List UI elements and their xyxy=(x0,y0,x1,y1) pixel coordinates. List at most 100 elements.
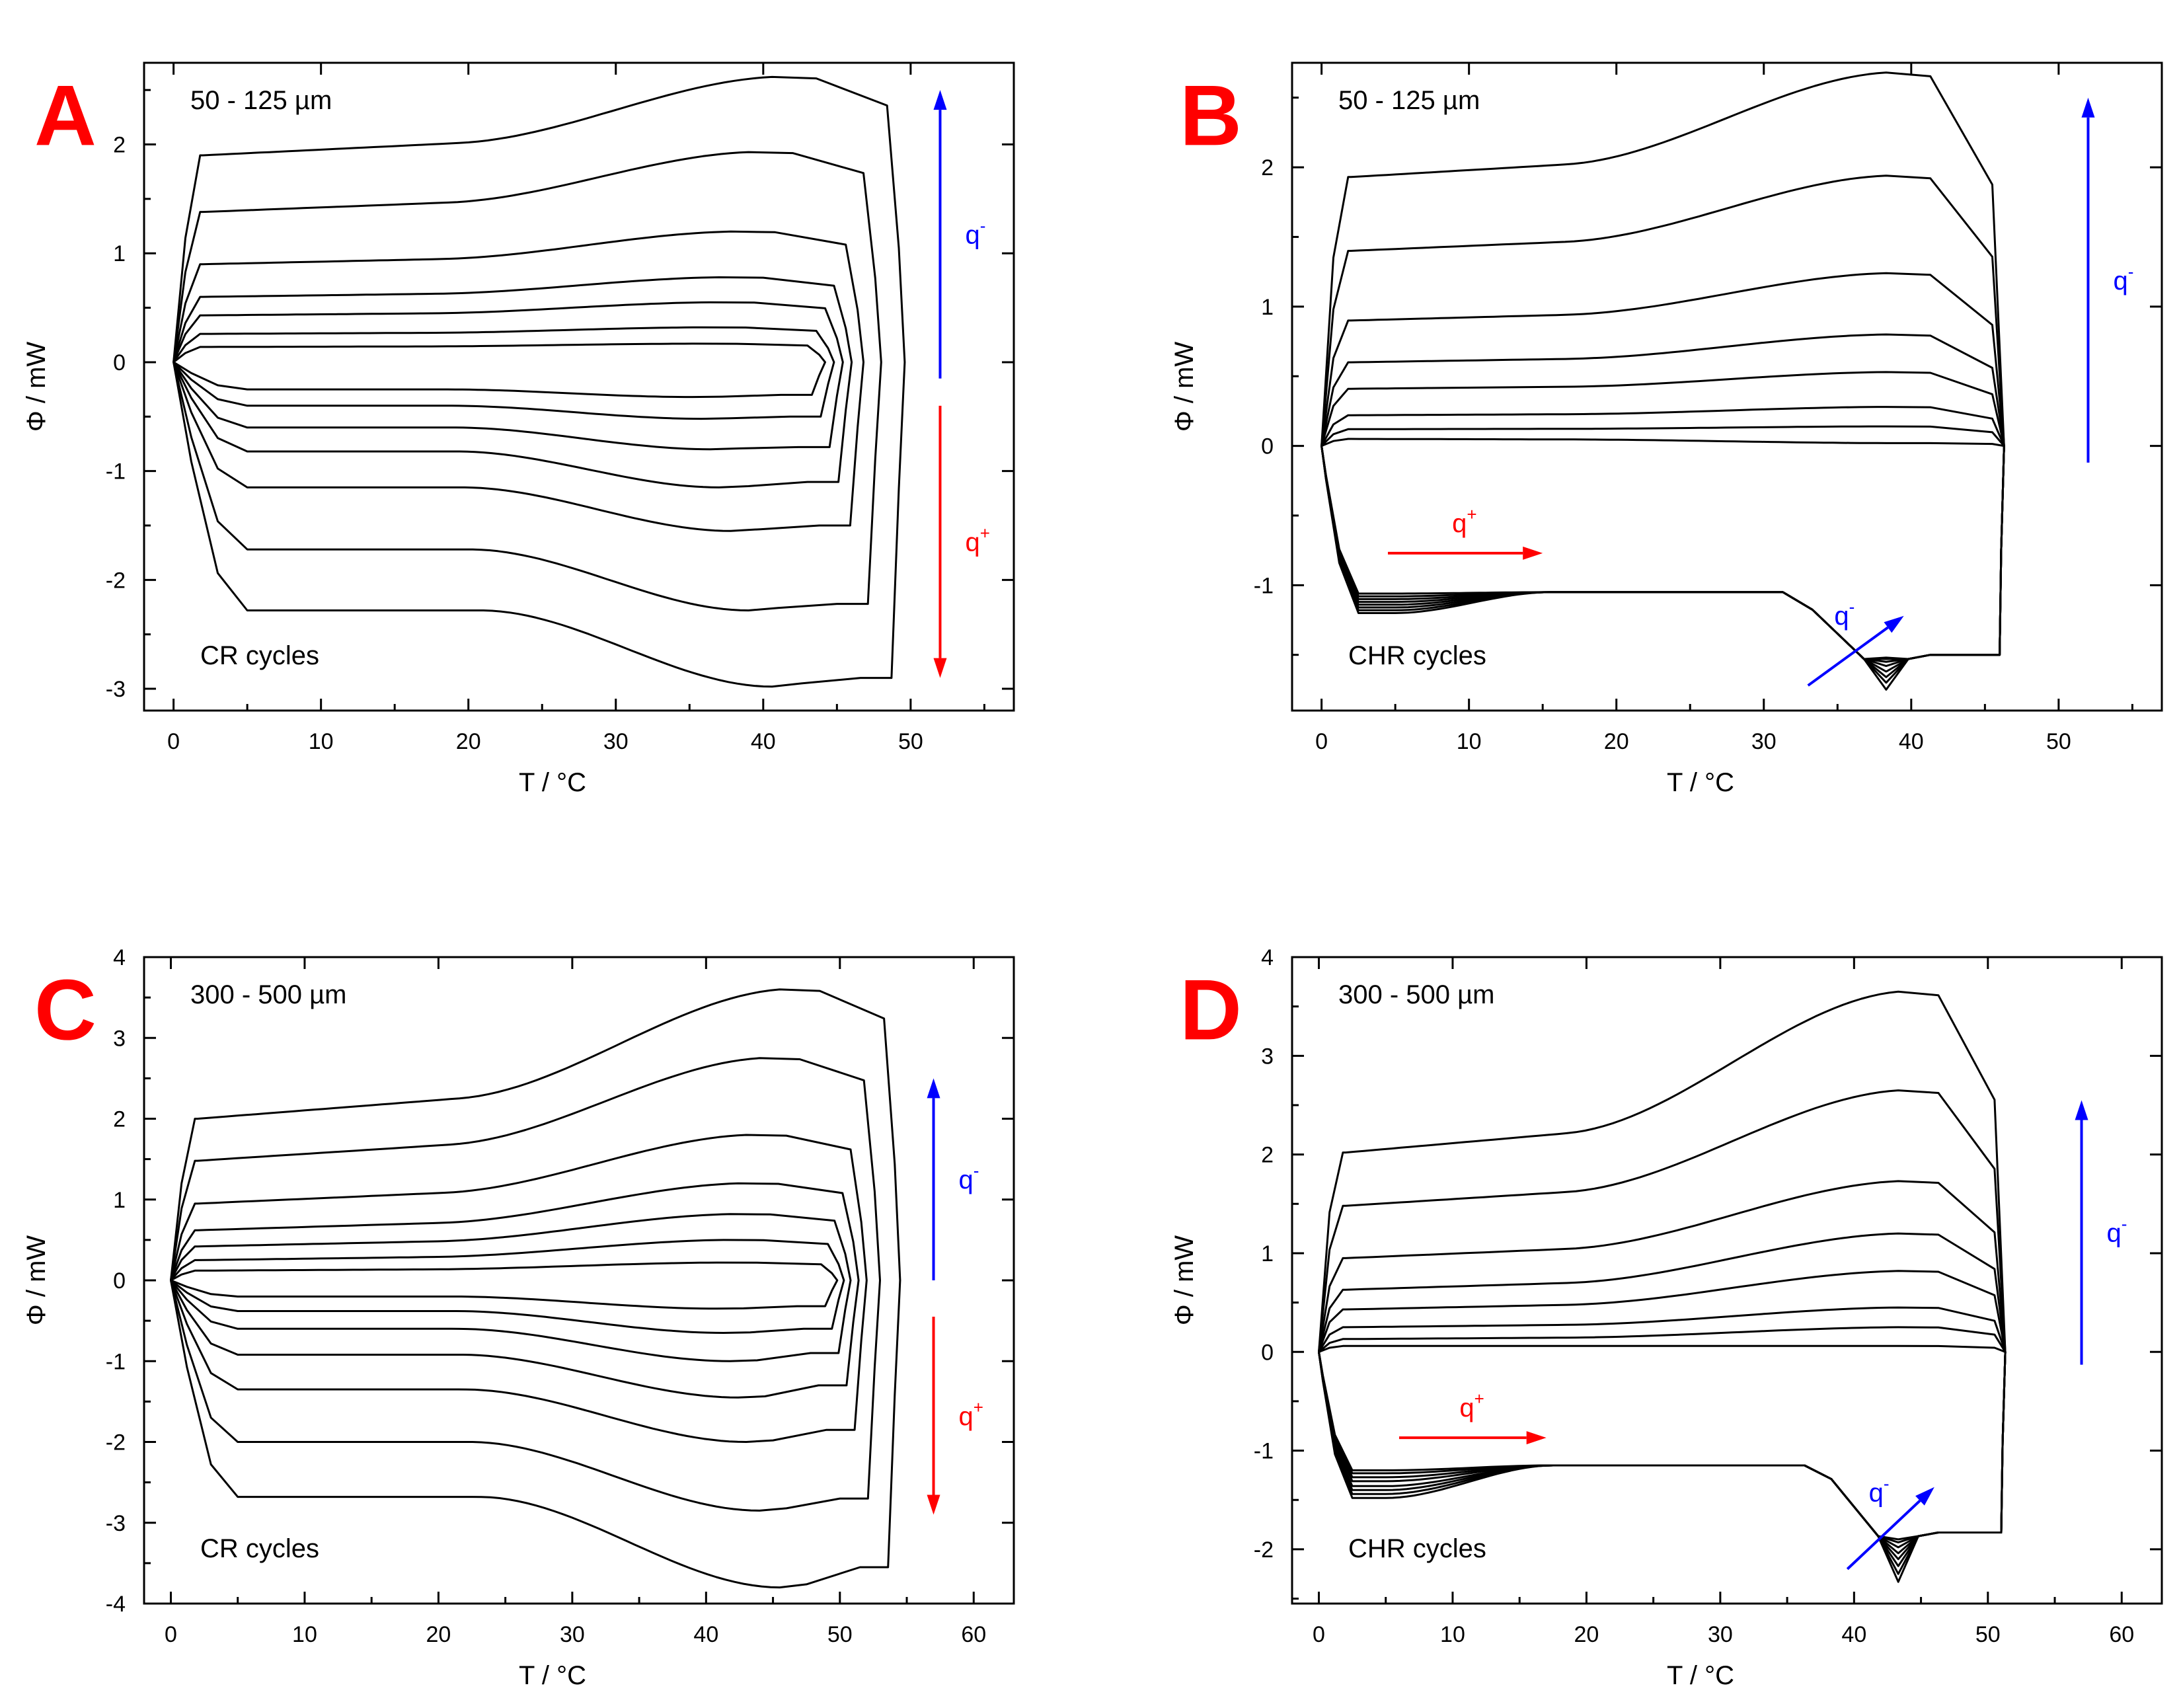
y-tick-label: -1 xyxy=(1254,1439,1274,1464)
arrow-label-q: q xyxy=(1459,1393,1474,1422)
x-tick-label: 30 xyxy=(560,1622,585,1647)
panel-letter: D xyxy=(1180,961,1242,1058)
arrow-label-q: q xyxy=(1834,602,1849,631)
cycle-curve-5 xyxy=(1320,371,2005,668)
x-axis-label: T / °C xyxy=(519,768,586,797)
x-axis-label: T / °C xyxy=(1667,768,1734,797)
cycle-curve-3 xyxy=(1320,272,2005,678)
cycle-curve-5 xyxy=(170,1213,852,1362)
arrow-head xyxy=(933,90,947,110)
x-tick-label: 40 xyxy=(693,1622,718,1647)
plot-frame xyxy=(1291,61,2163,712)
arrow-q-minus: q- xyxy=(2081,97,2134,463)
panel-letter: C xyxy=(34,961,96,1058)
arrow-label-q: q xyxy=(965,220,979,249)
arrow-head xyxy=(1884,615,1904,633)
y-tick-label: 4 xyxy=(1261,945,1274,970)
y-tick-label: -1 xyxy=(106,459,126,485)
y-tick-label: 0 xyxy=(113,350,126,375)
cycle-curve-1 xyxy=(170,988,901,1589)
cycle-curve-6 xyxy=(1318,1306,2007,1549)
cycle-mode-label: CR cycles xyxy=(200,641,319,670)
x-tick-label: 0 xyxy=(1315,729,1328,754)
cycle-curve-4 xyxy=(1320,333,2005,673)
y-tick-label: -2 xyxy=(106,568,126,593)
cycle-curve-6 xyxy=(172,326,835,420)
x-tick-label: 10 xyxy=(309,729,334,754)
cycle-curve-8 xyxy=(1318,1344,2007,1541)
x-tick-label: 50 xyxy=(898,729,923,754)
x-tick-label: 60 xyxy=(2109,1622,2134,1647)
x-tick-label: 60 xyxy=(961,1622,986,1647)
cycle-curve-4 xyxy=(1318,1232,2007,1561)
arrow-label-sign: - xyxy=(2128,262,2134,282)
arrow-label-q: q xyxy=(2107,1219,2122,1248)
curves xyxy=(172,75,906,688)
arrow-label-q: q xyxy=(1452,509,1467,538)
y-tick-label: -3 xyxy=(106,1511,126,1536)
cycle-curve-3 xyxy=(172,230,864,532)
y-axis-label: Φ / mW xyxy=(22,342,51,432)
curves xyxy=(170,988,901,1589)
cycle-mode-label: CHR cycles xyxy=(1348,641,1486,670)
x-tick-label: 0 xyxy=(167,729,180,754)
y-tick-label: 1 xyxy=(1261,295,1274,320)
plot-frame xyxy=(143,956,1015,1605)
cycle-curve-6 xyxy=(170,1239,845,1334)
y-tick-label: 0 xyxy=(113,1268,126,1294)
cycle-curve-3 xyxy=(170,1134,868,1443)
arrow-label-sign: - xyxy=(2122,1214,2127,1234)
cycle-curve-4 xyxy=(170,1182,860,1399)
x-tick-label: 40 xyxy=(1841,1622,1866,1647)
cycle-curve-7 xyxy=(1320,425,2005,660)
sample-size-label: 50 - 125 µm xyxy=(190,86,332,115)
arrow-label-q: q xyxy=(959,1165,974,1194)
arrow-label: q- xyxy=(965,215,985,249)
arrow-shaft xyxy=(1846,1499,1921,1571)
arrow-head xyxy=(927,1078,940,1099)
sample-size-label: 300 - 500 µm xyxy=(1338,980,1495,1009)
x-tick-label: 20 xyxy=(1604,729,1629,754)
x-tick-label: 20 xyxy=(1574,1622,1599,1647)
arrow-label-sign: - xyxy=(974,1161,979,1181)
panel-b: B 0 10 20 30 40 50 -1 0 1 2 T / °C Φ / mW 50 - 125 µm… xyxy=(1170,61,2163,797)
arrow-label-sign: - xyxy=(1884,1474,1890,1494)
cycle-curve-2 xyxy=(1318,1089,2007,1575)
arrow-q-minus: q- xyxy=(2075,1100,2127,1365)
y-tick-label: 0 xyxy=(1261,434,1274,459)
cycle-curve-5 xyxy=(172,301,844,451)
cycle-curve-8 xyxy=(1320,438,2005,660)
cycle-mode-label: CHR cycles xyxy=(1348,1534,1486,1563)
arrow-q-plus: q+ xyxy=(933,405,990,678)
y-tick-label: -1 xyxy=(1254,573,1274,598)
y-tick-label: -2 xyxy=(1254,1537,1274,1563)
arrow-q-minus: q- xyxy=(933,90,985,379)
cycle-curve-7 xyxy=(170,1261,839,1310)
arrow-q-minus: q- xyxy=(927,1078,979,1280)
y-tick-label: -1 xyxy=(106,1349,126,1374)
cycle-curve-4 xyxy=(172,276,853,488)
y-tick-label: -3 xyxy=(106,677,126,702)
x-tick-label: 30 xyxy=(603,729,629,754)
arrow-q-plus: q+ xyxy=(1387,504,1543,560)
arrow-label: q- xyxy=(1869,1474,1890,1508)
cycle-curve-2 xyxy=(170,1057,881,1512)
x-tick-label: 50 xyxy=(1975,1622,2001,1647)
y-tick-label: 3 xyxy=(113,1026,126,1051)
x-tick-label: 10 xyxy=(292,1622,317,1647)
arrow-label-sign: + xyxy=(1467,504,1476,524)
arrow-label: q+ xyxy=(965,524,989,557)
y-axis-label: Φ / mW xyxy=(22,1235,51,1326)
arrow-label: q+ xyxy=(959,1397,983,1431)
arrow-head xyxy=(2081,97,2095,118)
arrow-head xyxy=(927,1494,940,1515)
arrow-label-sign: + xyxy=(1474,1389,1484,1409)
arrow-shaft xyxy=(1807,626,1889,687)
x-tick-label: 50 xyxy=(827,1622,853,1647)
x-tick-label: 10 xyxy=(1440,1622,1465,1647)
panel-c: C 0 10 20 30 40 50 60 -4 -3 -2 -1 0 1 2 3 4 T / °C Φ / mW 3… xyxy=(22,945,1015,1690)
arrow-q-plus: q+ xyxy=(1398,1389,1547,1445)
y-axis-label: Φ / mW xyxy=(1170,1235,1199,1326)
y-tick-label: 1 xyxy=(113,241,126,266)
